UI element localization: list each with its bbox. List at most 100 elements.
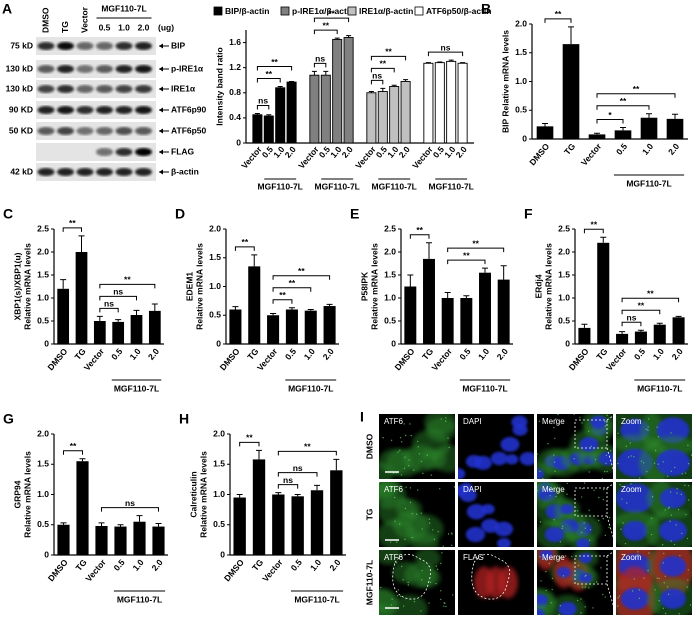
significance-bracket xyxy=(277,472,318,477)
y-tick-label: 1.5 xyxy=(515,47,527,57)
puncta xyxy=(450,532,453,534)
puncta xyxy=(670,540,672,542)
group-label: MGF110-7L xyxy=(288,383,333,393)
error-bar xyxy=(346,35,352,38)
bar xyxy=(57,288,70,344)
puncta xyxy=(650,533,653,536)
blot-band xyxy=(96,85,113,93)
puncta xyxy=(594,458,597,461)
legend-swatch xyxy=(414,6,424,16)
group-label: MGF110-7L xyxy=(315,181,360,191)
puncta xyxy=(404,507,407,510)
significance-label: ** xyxy=(379,59,386,69)
puncta xyxy=(559,604,562,607)
puncta xyxy=(452,594,454,596)
panel-letter: H xyxy=(179,411,189,427)
error-bar xyxy=(289,80,295,83)
zoom-connector xyxy=(606,413,617,421)
group-label: MGF110-7L xyxy=(462,383,507,393)
bar xyxy=(272,494,285,555)
bar xyxy=(343,37,354,144)
bar xyxy=(263,115,274,144)
puncta xyxy=(417,446,419,448)
y-tick-label: 0.5 xyxy=(213,519,225,529)
error-bar xyxy=(444,291,451,298)
micrograph: DAPI xyxy=(458,482,534,547)
arrow-head xyxy=(159,169,163,175)
puncta xyxy=(581,422,583,424)
puncta xyxy=(601,477,604,479)
significance-label: ns xyxy=(441,42,451,52)
significance-label: ** xyxy=(620,96,627,106)
y-tick-label: 2.5 xyxy=(37,223,49,233)
significance-label: ns xyxy=(113,287,123,297)
error-bar xyxy=(581,323,588,328)
blot-band xyxy=(135,106,152,114)
group-label: MGF110-7L xyxy=(637,383,682,393)
bar xyxy=(423,62,434,144)
puncta xyxy=(545,559,548,561)
y-tick-label: 2.0 xyxy=(209,223,221,233)
puncta xyxy=(627,456,630,458)
y-axis-label: Relative mRNA levels xyxy=(198,451,208,538)
puncta xyxy=(602,593,604,596)
bar xyxy=(291,496,304,555)
y-tick-label: 0.5 xyxy=(37,315,49,325)
error-bar xyxy=(151,303,158,311)
blot-band xyxy=(135,148,152,156)
group-label: MGF110-7L xyxy=(258,181,303,191)
puncta xyxy=(553,454,555,456)
blot-band xyxy=(57,42,74,50)
error-bar xyxy=(270,313,277,316)
significance-label: ns xyxy=(372,71,382,81)
blot-band xyxy=(37,42,55,50)
puncta xyxy=(653,462,656,464)
bar xyxy=(248,266,261,344)
significance-label: ** xyxy=(416,225,423,235)
unit-label: (ug) xyxy=(158,22,174,32)
puncta xyxy=(445,417,447,419)
zoom-box xyxy=(574,419,608,449)
puncta xyxy=(676,488,678,490)
y-axis-label: BIP Relative mRNA levels xyxy=(500,30,510,133)
y-tick-label: 1.0 xyxy=(209,281,221,291)
nucleus xyxy=(519,452,534,466)
cell-body xyxy=(379,519,416,547)
puncta xyxy=(399,523,401,525)
puncta xyxy=(669,520,671,522)
puncta xyxy=(545,570,547,573)
bar xyxy=(133,521,146,555)
x-tick-label: 1.0 xyxy=(651,346,666,362)
puncta xyxy=(651,517,653,520)
puncta xyxy=(379,482,381,484)
blot-band xyxy=(115,106,133,114)
bar xyxy=(285,309,298,344)
bar xyxy=(423,258,435,344)
bar xyxy=(152,526,165,555)
error-bar xyxy=(620,127,626,131)
error-bar xyxy=(60,522,67,525)
cell-body xyxy=(414,550,441,569)
zoom-box xyxy=(574,487,608,517)
puncta xyxy=(436,568,439,571)
blot-band xyxy=(57,106,74,114)
error-bar xyxy=(314,484,320,491)
error-bar xyxy=(437,61,443,63)
y-tick-label: 2.0 xyxy=(384,246,396,256)
puncta xyxy=(537,489,538,492)
puncta xyxy=(421,528,423,530)
bar xyxy=(497,279,510,344)
significance-bracket xyxy=(101,507,159,512)
y-tick-label: 0 xyxy=(220,549,225,559)
puncta xyxy=(549,488,552,491)
puncta xyxy=(404,456,406,458)
blot-band xyxy=(57,127,74,135)
puncta xyxy=(409,487,412,489)
blot-band xyxy=(135,127,152,135)
puncta xyxy=(438,488,441,490)
blot-band xyxy=(115,168,133,176)
zoom-connector xyxy=(606,481,617,489)
blot-band xyxy=(37,106,55,114)
puncta xyxy=(428,518,430,520)
